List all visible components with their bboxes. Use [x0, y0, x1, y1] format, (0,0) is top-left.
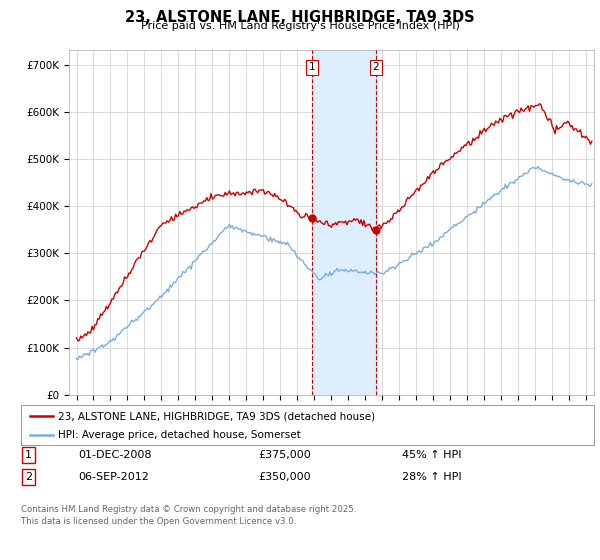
Text: 1: 1: [25, 450, 32, 460]
Text: 23, ALSTONE LANE, HIGHBRIDGE, TA9 3DS (detached house): 23, ALSTONE LANE, HIGHBRIDGE, TA9 3DS (d…: [58, 411, 376, 421]
Text: 45% ↑ HPI: 45% ↑ HPI: [402, 450, 461, 460]
Text: Price paid vs. HM Land Registry's House Price Index (HPI): Price paid vs. HM Land Registry's House …: [140, 21, 460, 31]
Text: 01-DEC-2008: 01-DEC-2008: [78, 450, 151, 460]
Text: 2: 2: [373, 63, 379, 72]
Text: 2: 2: [25, 472, 32, 482]
Text: 23, ALSTONE LANE, HIGHBRIDGE, TA9 3DS: 23, ALSTONE LANE, HIGHBRIDGE, TA9 3DS: [125, 10, 475, 25]
Text: 06-SEP-2012: 06-SEP-2012: [78, 472, 149, 482]
Text: Contains HM Land Registry data © Crown copyright and database right 2025.
This d: Contains HM Land Registry data © Crown c…: [21, 505, 356, 526]
Bar: [313, 50, 376, 395]
Text: HPI: Average price, detached house, Somerset: HPI: Average price, detached house, Some…: [58, 430, 301, 440]
Text: 1: 1: [309, 63, 316, 72]
Text: £350,000: £350,000: [258, 472, 311, 482]
Text: 28% ↑ HPI: 28% ↑ HPI: [402, 472, 461, 482]
Text: £375,000: £375,000: [258, 450, 311, 460]
